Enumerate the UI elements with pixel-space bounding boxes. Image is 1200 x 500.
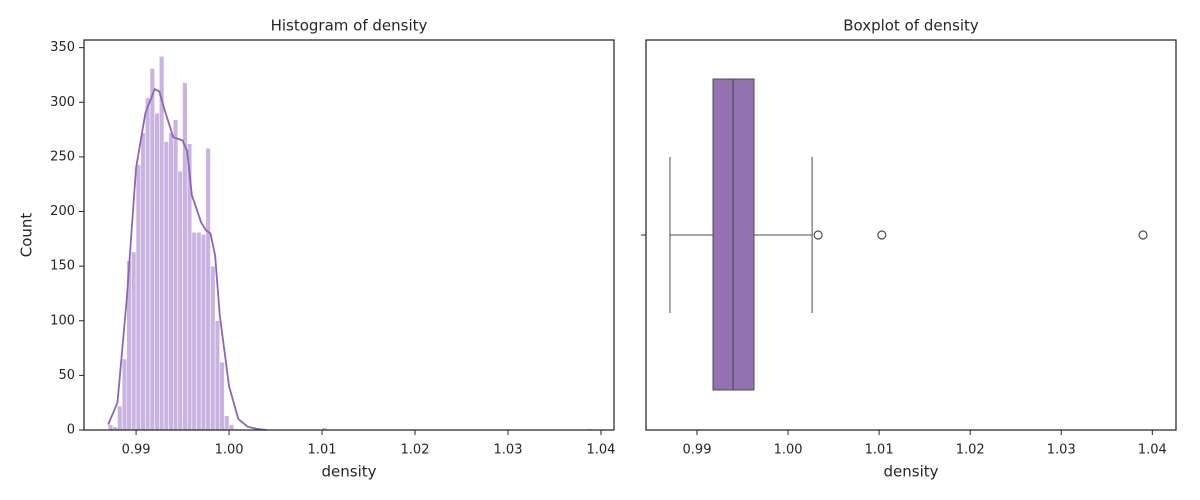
histogram-bar (173, 119, 179, 431)
histogram-bar (200, 234, 207, 431)
y-axis-label: Count (18, 213, 36, 258)
histogram-bar (117, 405, 123, 431)
histogram-bar (196, 232, 202, 431)
y-tick-label: 0 (67, 423, 75, 438)
outlier (1138, 230, 1148, 240)
histogram-bar (145, 97, 151, 431)
y-tick-label: 200 (50, 204, 75, 219)
outlier (813, 230, 823, 240)
x-tick-label: 1.04 (1138, 443, 1167, 458)
x-axis-label: density (884, 463, 939, 481)
x-tick-label: 1.01 (865, 443, 894, 458)
x-tick-label: 0.99 (683, 443, 712, 458)
histogram-bar (154, 112, 160, 431)
histogram-bar (168, 132, 174, 431)
histogram-bar (191, 232, 197, 431)
x-tick-label: 1.02 (956, 443, 985, 458)
kde-line (107, 87, 267, 431)
histogram-bar (214, 320, 221, 431)
panel-title: Boxplot of density (843, 17, 979, 35)
x-tick-label: 1.00 (774, 443, 803, 458)
histogram-bar (159, 56, 165, 431)
y-tick-label: 50 (58, 368, 75, 383)
y-tick-label: 250 (50, 149, 75, 164)
x-tick-label: 1.03 (494, 443, 523, 458)
histogram-bar (107, 424, 114, 431)
y-tick-label: 350 (50, 40, 75, 55)
histogram-bar (140, 132, 146, 431)
histogram-bar (131, 251, 137, 431)
x-tick-label: 1.00 (215, 443, 244, 458)
x-tick-label: 1.02 (401, 443, 430, 458)
histogram-bar (149, 68, 155, 431)
histogram-bar (205, 147, 211, 431)
panel-title: Histogram of density (271, 17, 428, 35)
histogram-bar (177, 170, 183, 431)
histogram-bar (163, 141, 169, 431)
histogram-bar (182, 82, 188, 431)
y-tick-label: 100 (50, 313, 75, 328)
histogram-bar (121, 358, 128, 431)
histogram-bar (135, 164, 141, 431)
histogram-bar (219, 362, 225, 431)
axes-frame (645, 39, 1177, 431)
x-axis-label: density (322, 463, 377, 481)
y-tick-label: 150 (50, 259, 75, 274)
x-tick-label: 1.01 (308, 443, 337, 458)
y-tick-label: 300 (50, 95, 75, 110)
axes-frame (83, 39, 615, 431)
x-tick-label: 0.99 (122, 443, 151, 458)
x-tick-label: 1.03 (1047, 443, 1076, 458)
x-tick-label: 1.04 (587, 443, 616, 458)
histogram-bar (210, 265, 216, 431)
histogram-bar (228, 424, 234, 431)
outlier (877, 230, 887, 240)
histogram-bar (224, 415, 230, 431)
